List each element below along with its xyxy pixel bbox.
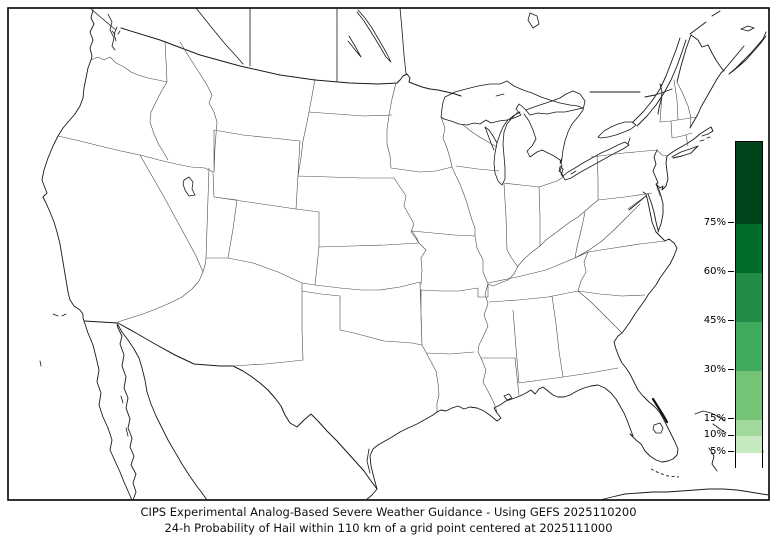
colorbar-segment-60-75 [736, 223, 762, 273]
colorbar-label-15%: 15% [703, 412, 726, 424]
probability-colorbar [735, 141, 763, 469]
colorbar-tick-15% [728, 418, 734, 420]
colorbar-label-10%: 10% [703, 429, 726, 441]
us-state-borders [57, 40, 698, 413]
gulf-and-atlantic-coastline [369, 238, 679, 490]
international-borders [83, 27, 462, 490]
figure-caption: CIPS Experimental Analog-Based Severe We… [0, 505, 777, 536]
colorbar-segment-45-60 [736, 272, 762, 322]
florida-keys [650, 468, 680, 478]
cuba-and-bahamas [599, 410, 770, 501]
canada-east-coast-and-rivers [589, 10, 767, 127]
colorbar-label-45%: 45% [703, 314, 726, 326]
colorbar-segment-10-15 [736, 419, 762, 437]
florida-barrier-island [651, 397, 669, 424]
colorbar-tick-75% [728, 222, 734, 224]
canada-provinces-and-lakes [89, 7, 540, 82]
colorbar-tick-10% [728, 434, 734, 436]
northeast-coastline [628, 69, 725, 242]
colorbar-label-75%: 75% [703, 216, 726, 228]
caption-line-1: CIPS Experimental Analog-Based Severe We… [140, 505, 637, 519]
colorbar-tick-60% [728, 271, 734, 273]
caption-line-2: 24-h Probability of Hail within 110 km o… [164, 520, 613, 535]
great-lakes [440, 80, 637, 186]
pacific-and-mexico-coastline [41, 9, 378, 501]
colorbar-segment-15-30 [736, 370, 762, 420]
colorbar-label-5%: 5% [710, 445, 726, 457]
colorbar-tick-45% [728, 320, 734, 322]
colorbar-tick-30% [728, 369, 734, 371]
colorbar-segment-5-10 [736, 436, 762, 453]
colorbar-segment-75-100 [736, 142, 762, 224]
map-layers [39, 7, 770, 501]
colorbar-label-30%: 30% [703, 363, 726, 375]
colorbar-label-60%: 60% [703, 265, 726, 277]
small-lakes-and-islands [39, 176, 664, 474]
map-frame [7, 7, 770, 501]
colorbar-segment-30-45 [736, 321, 762, 371]
colorbar-tick-5% [728, 451, 734, 453]
colorbar-segment-0-5 [736, 452, 762, 469]
